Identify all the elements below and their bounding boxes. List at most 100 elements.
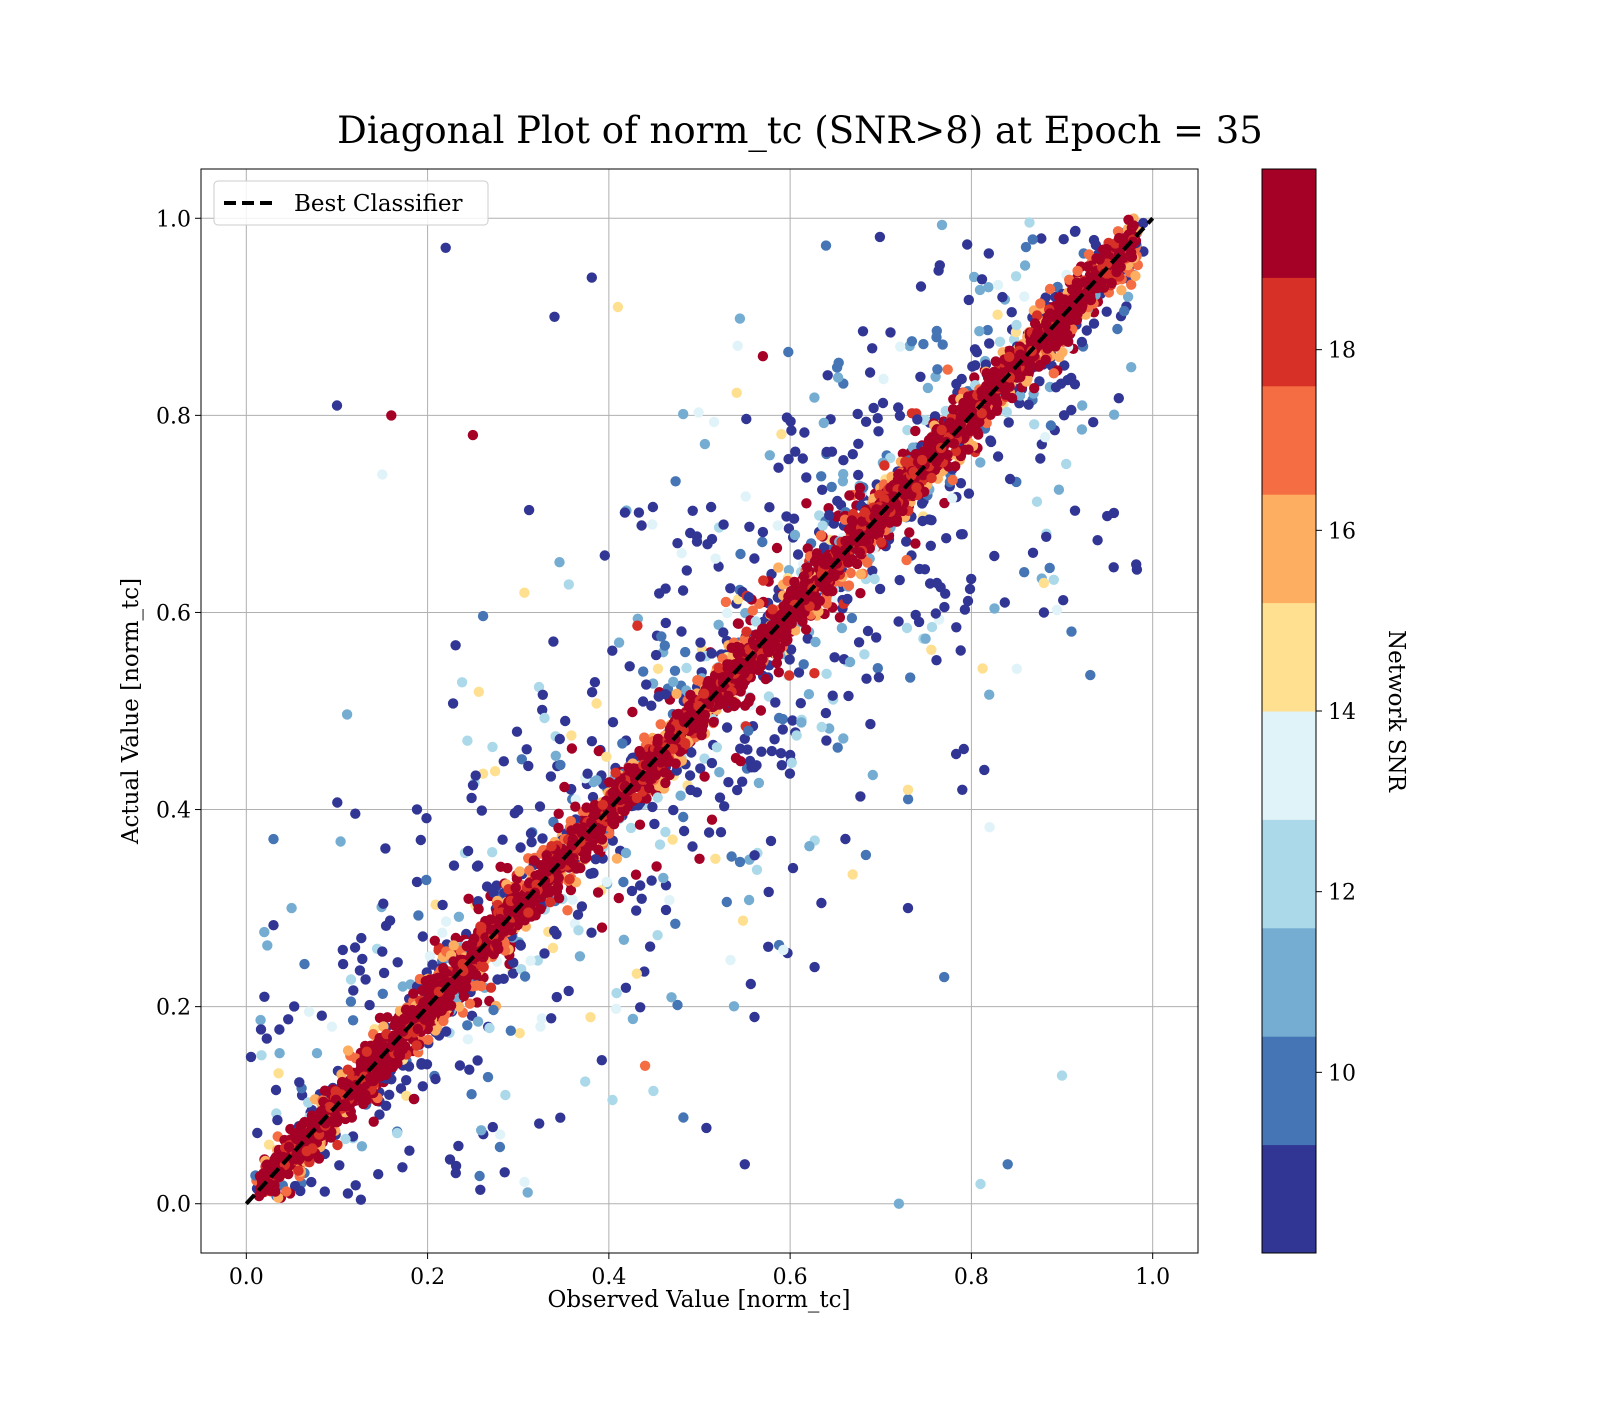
data-point — [991, 397, 1003, 409]
data-point — [764, 450, 775, 461]
data-point — [942, 364, 953, 375]
data-point — [464, 1064, 475, 1075]
data-point — [902, 424, 913, 436]
data-point — [842, 593, 853, 605]
data-point — [939, 601, 950, 613]
data-point — [632, 620, 643, 631]
data-point — [647, 501, 659, 513]
chart-title: Diagonal Plot of norm_tc (SNR>8) at Epoc… — [337, 109, 1263, 153]
legend-label-best-classifier: Best Classifier — [294, 191, 462, 217]
data-point — [514, 1028, 525, 1039]
data-point — [820, 240, 832, 251]
data-point — [599, 550, 610, 561]
data-point — [950, 461, 961, 472]
data-point — [753, 777, 765, 789]
data-point — [1125, 247, 1137, 258]
data-point — [1092, 535, 1103, 546]
data-point — [984, 374, 996, 386]
data-point — [772, 520, 784, 531]
data-point — [493, 943, 504, 955]
data-point — [1053, 484, 1065, 495]
data-point — [384, 915, 396, 926]
data-point — [1082, 261, 1093, 272]
data-point — [1085, 669, 1096, 681]
data-point — [749, 553, 760, 564]
data-point — [591, 775, 602, 786]
data-point — [1122, 291, 1134, 302]
data-point — [799, 594, 810, 606]
data-point — [671, 688, 682, 699]
data-point — [516, 754, 527, 765]
data-point — [770, 697, 781, 708]
data-point — [773, 562, 784, 573]
data-point — [951, 622, 962, 633]
data-point — [836, 622, 848, 634]
data-point — [732, 340, 743, 351]
data-point — [984, 689, 995, 700]
data-point — [695, 651, 706, 662]
colorbar-tick-label: 16 — [1328, 519, 1356, 544]
data-point — [971, 347, 983, 358]
data-point — [644, 941, 656, 952]
data-point — [334, 1160, 345, 1171]
data-point — [1113, 393, 1125, 404]
data-point — [791, 730, 802, 741]
data-point — [867, 769, 878, 781]
data-point — [641, 679, 652, 690]
data-point — [1126, 222, 1138, 234]
data-point — [1126, 362, 1137, 373]
data-point — [939, 497, 950, 509]
data-point — [891, 516, 902, 527]
data-point — [906, 336, 918, 347]
data-point — [721, 896, 732, 908]
data-point — [728, 1001, 740, 1012]
data-point — [720, 596, 732, 608]
x-tick-label: 1.0 — [1135, 1265, 1170, 1290]
data-point — [904, 527, 915, 538]
data-point — [477, 610, 489, 622]
colorbar-tick-label: 14 — [1328, 700, 1356, 725]
data-point — [467, 780, 479, 791]
data-point — [754, 598, 765, 609]
data-point — [786, 425, 797, 436]
data-point — [539, 948, 550, 959]
data-point — [732, 618, 744, 629]
data-point — [447, 698, 459, 709]
data-point — [515, 842, 526, 853]
data-point — [316, 1010, 327, 1021]
data-point — [551, 991, 562, 1003]
data-point — [983, 248, 994, 259]
data-point — [894, 410, 906, 421]
data-point — [670, 918, 681, 929]
data-point — [429, 1002, 440, 1014]
data-point — [931, 456, 942, 468]
data-point — [742, 744, 753, 755]
data-point — [593, 745, 604, 757]
data-point — [586, 687, 598, 698]
data-point — [607, 717, 619, 728]
data-point — [668, 804, 679, 816]
data-point — [703, 698, 715, 710]
data-point — [610, 767, 621, 778]
data-point — [1048, 574, 1060, 585]
data-point — [979, 764, 990, 776]
data-point — [959, 604, 971, 615]
data-point — [732, 784, 743, 796]
data-point — [994, 336, 1006, 347]
data-point — [562, 905, 573, 916]
data-point — [487, 1121, 498, 1133]
data-point — [685, 784, 696, 796]
data-point — [474, 1170, 485, 1182]
data-point — [499, 1167, 510, 1178]
data-point — [911, 482, 922, 493]
data-point — [368, 1073, 380, 1084]
data-point — [783, 523, 795, 534]
data-point — [639, 1060, 651, 1072]
data-point — [1019, 260, 1031, 271]
data-point — [916, 454, 928, 466]
data-point — [831, 511, 843, 522]
data-point — [847, 869, 858, 880]
data-point — [992, 451, 1004, 462]
data-point — [706, 814, 718, 825]
data-point — [382, 1063, 393, 1075]
